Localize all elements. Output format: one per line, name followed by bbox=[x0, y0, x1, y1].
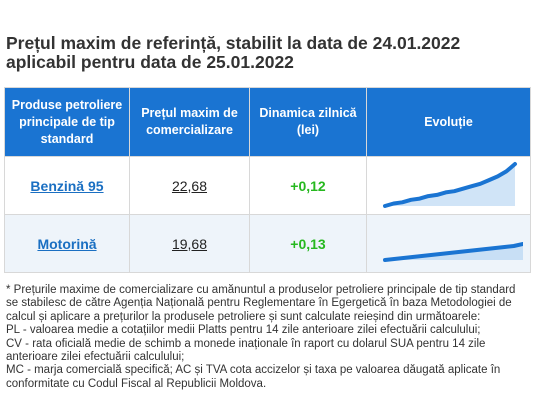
dynamic-value: +0,13 bbox=[290, 235, 326, 252]
footnote-pl: PL - valoarea medie a cotațiilor medii P… bbox=[6, 324, 481, 337]
sparkline-line bbox=[382, 161, 517, 208]
footnote-cv: CV - rata oficială medie de schimb a mon… bbox=[6, 337, 486, 364]
title-line-2: aplicabil pentru data de 25.01.2022 bbox=[6, 52, 294, 72]
price-value[interactable]: 22,68 bbox=[171, 177, 208, 194]
header-products: Produse petroliere principale de tip sta… bbox=[4, 87, 130, 157]
cell-product: Benzină 95 bbox=[4, 156, 130, 215]
cell-dynamic: +0,12 bbox=[249, 156, 367, 215]
footnote-intro: * Prețurile maxime de comercializare cu … bbox=[6, 284, 516, 323]
footnote: * Prețurile maxime de comercializare cu … bbox=[6, 284, 528, 391]
price-value[interactable]: 19,68 bbox=[171, 235, 208, 252]
sparkline-line bbox=[382, 241, 523, 262]
cell-price: 22,68 bbox=[129, 156, 250, 215]
table-row-motorina: Motorină 19,68 +0,13 bbox=[4, 214, 531, 273]
header-evolution: Evoluție bbox=[366, 87, 531, 157]
title-line-1: Prețul maxim de referință, stabilit la d… bbox=[6, 33, 461, 53]
cell-dynamic: +0,13 bbox=[249, 214, 367, 273]
header-daily-dynamic: Dinamica zilnică (lei) bbox=[249, 87, 367, 157]
sparkline-chart bbox=[382, 241, 523, 262]
footnote-mc: MC - marja comercială specifică; AC și T… bbox=[6, 364, 501, 390]
sparkline-area bbox=[384, 163, 515, 206]
product-link-motorina[interactable]: Motorină bbox=[37, 235, 97, 252]
cell-evolution bbox=[366, 156, 531, 215]
cell-evolution bbox=[366, 214, 531, 273]
product-link-benzina-95[interactable]: Benzină 95 bbox=[30, 177, 104, 194]
header-max-price: Prețul maxim de comercializare bbox=[129, 87, 250, 157]
table-header-row: Produse petroliere principale de tip sta… bbox=[4, 87, 531, 157]
table-row-benzina: Benzină 95 22,68 +0,12 bbox=[4, 156, 531, 215]
cell-product: Motorină bbox=[4, 214, 130, 273]
cell-price: 19,68 bbox=[129, 214, 250, 273]
price-table: Produse petroliere principale de tip sta… bbox=[4, 87, 531, 273]
sparkline-chart bbox=[382, 161, 517, 208]
dynamic-value: +0,12 bbox=[290, 177, 326, 194]
sparkline-area bbox=[384, 243, 523, 260]
page-title: Prețul maxim de referință, stabilit la d… bbox=[6, 34, 526, 72]
